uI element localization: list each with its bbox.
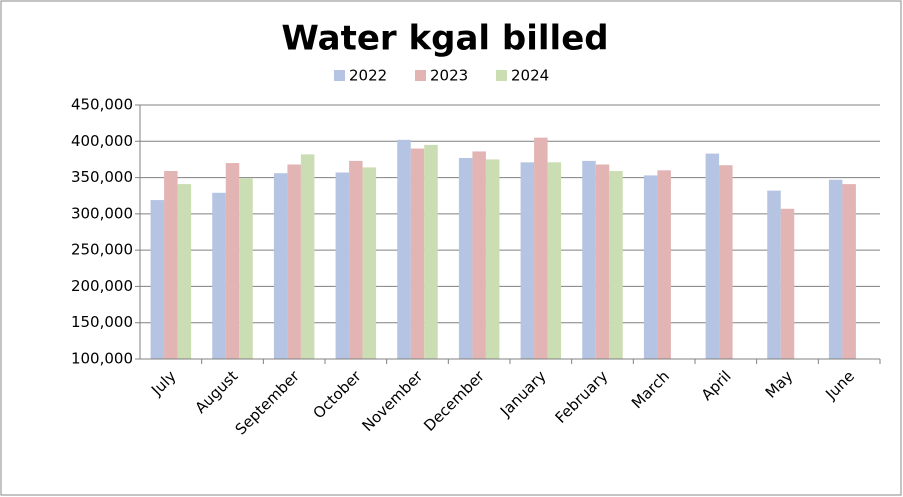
bar: [150, 200, 165, 359]
bar: [828, 179, 843, 359]
bar: [362, 167, 377, 359]
bar: [609, 171, 623, 359]
legend-swatch: [415, 70, 426, 81]
bar: [273, 173, 288, 359]
y-tick-label: 300,000: [71, 204, 133, 222]
legend-label: 2023: [430, 67, 468, 85]
y-tick-label: 250,000: [71, 241, 133, 259]
legend-swatch: [496, 70, 507, 81]
bar: [582, 160, 596, 359]
bar: [657, 170, 671, 359]
bar: [300, 154, 315, 359]
bar: [547, 162, 562, 359]
bar: [424, 144, 438, 359]
y-tick-label: 150,000: [71, 313, 133, 331]
bar: [335, 172, 350, 359]
bar: [410, 148, 425, 359]
y-tick-label: 350,000: [71, 168, 133, 186]
bar: [842, 184, 856, 359]
bar: [225, 163, 240, 359]
bar: [397, 139, 411, 359]
bar: [520, 162, 535, 359]
y-tick-label: 100,000: [71, 350, 133, 368]
bar: [349, 160, 363, 359]
bar: [287, 164, 301, 359]
bar: [472, 151, 486, 359]
bar: [719, 165, 733, 359]
bar: [780, 208, 795, 359]
bar: [164, 171, 178, 359]
bar: [767, 190, 781, 359]
bar: [485, 159, 500, 359]
bar: [534, 137, 548, 359]
legend-label: 2022: [349, 67, 387, 85]
bar: [643, 175, 658, 359]
chart-title: Water kgal billed: [281, 19, 608, 59]
bar: [705, 153, 720, 359]
legend-label: 2024: [511, 67, 549, 85]
bar: [177, 184, 192, 359]
bar: [595, 164, 610, 359]
y-tick-label: 450,000: [71, 96, 133, 114]
bar: [212, 192, 226, 359]
legend-swatch: [334, 70, 345, 81]
y-tick-label: 400,000: [71, 132, 133, 150]
bar: [458, 157, 473, 359]
bar: [239, 178, 253, 359]
y-tick-label: 200,000: [71, 277, 133, 295]
